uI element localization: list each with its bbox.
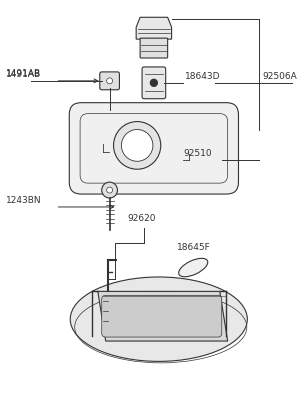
Ellipse shape xyxy=(70,277,247,361)
FancyBboxPatch shape xyxy=(102,295,222,337)
Circle shape xyxy=(107,78,113,84)
Text: 1491AB: 1491AB xyxy=(6,70,41,79)
Circle shape xyxy=(102,182,118,198)
Polygon shape xyxy=(98,291,228,341)
Text: 1491AB: 1491AB xyxy=(6,69,41,78)
FancyBboxPatch shape xyxy=(69,103,239,194)
Circle shape xyxy=(150,79,157,86)
FancyBboxPatch shape xyxy=(100,72,119,90)
Circle shape xyxy=(114,122,161,169)
Circle shape xyxy=(107,187,113,193)
FancyBboxPatch shape xyxy=(140,38,168,58)
Ellipse shape xyxy=(179,258,208,277)
Polygon shape xyxy=(136,17,172,39)
Text: 1243BN: 1243BN xyxy=(6,196,42,205)
Text: 18645F: 18645F xyxy=(177,243,210,251)
Text: 18643D: 18643D xyxy=(185,72,221,81)
Text: 92620: 92620 xyxy=(127,214,156,223)
Text: 92506A: 92506A xyxy=(262,72,297,81)
Text: 92510: 92510 xyxy=(183,149,212,158)
FancyBboxPatch shape xyxy=(142,67,166,99)
Circle shape xyxy=(121,129,153,161)
